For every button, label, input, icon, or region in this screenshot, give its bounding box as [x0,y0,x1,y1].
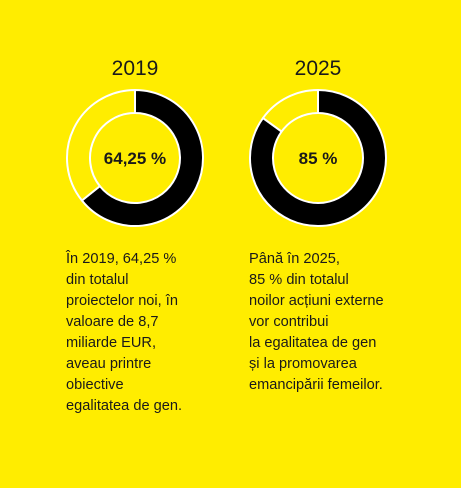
chart-title: 2025 [294,57,342,80]
donut-slice-remainder [261,89,319,133]
chart-description: În 2019, 64,25 % din totalul proiectelor… [66,251,183,414]
donut-slice-remainder [66,89,136,202]
donut-slice-share [80,89,204,227]
chart-title: 2019 [111,57,159,80]
center-value-label: 85 % [299,149,338,168]
donut-chart: 85 % [249,89,387,227]
donut-chart: 64,25 % [66,89,204,227]
donut-slice-share [249,89,387,227]
chart-description: Până în 2025, 85 % din totalul noilor ac… [249,251,384,393]
center-value-label: 64,25 % [104,149,166,168]
